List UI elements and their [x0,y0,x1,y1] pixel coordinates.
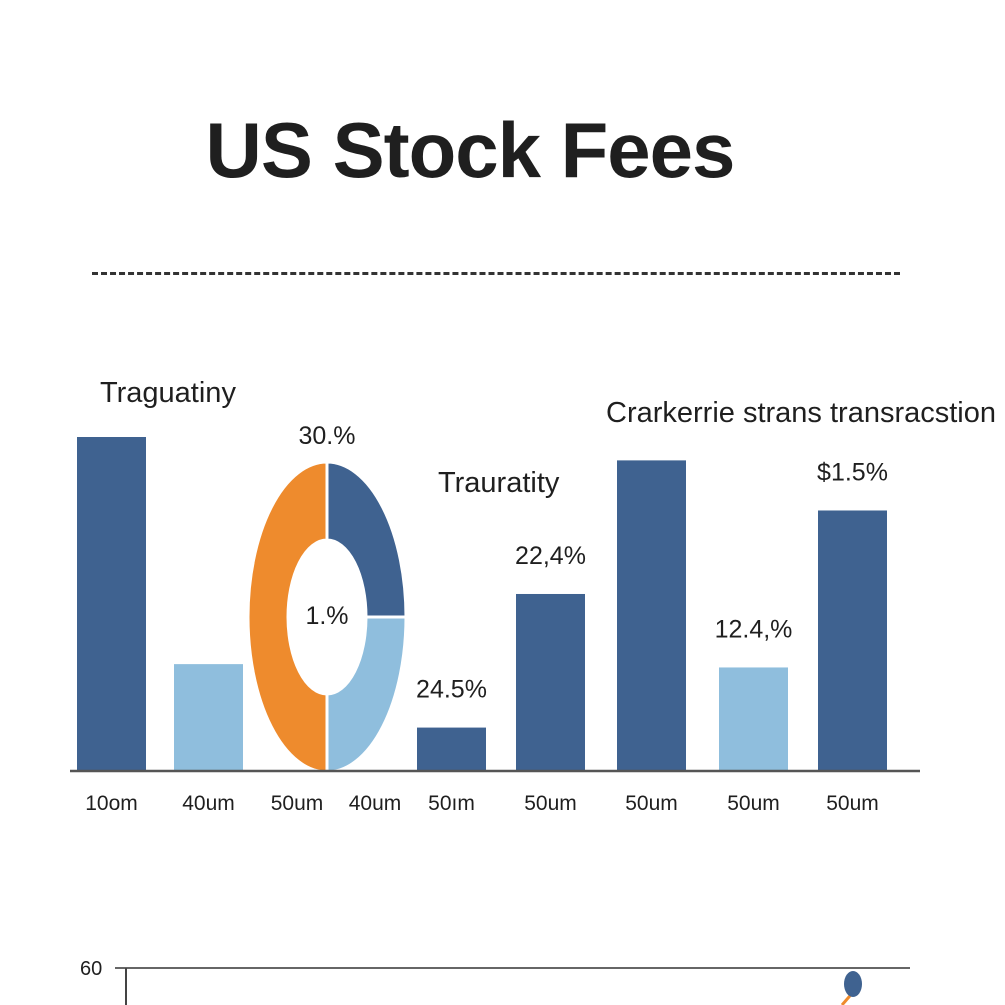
x-tick-label: 40um [349,792,402,815]
secondary-y-tick-label: 60 [80,958,102,980]
x-tick-label: 50um [727,792,780,815]
bar-value-label: $1.5% [817,458,888,486]
x-tick-label: 50um [625,792,678,815]
bar-6 [719,667,788,771]
annotation-left: Traguatiny [100,377,236,409]
bar-value-label: 22,4% [515,542,586,570]
bar-5 [617,460,686,771]
donut-slice-3 [325,615,408,774]
donut-slice-1 [246,460,329,774]
donut-center-label: 1.% [305,602,348,630]
annotation-middle: Trauratity [438,467,560,499]
x-tick-label: 50um [271,792,324,815]
x-tick-label: 50um [826,792,879,815]
bar-3 [417,727,486,771]
secondary-data-point [844,971,862,997]
donut-top-label: 30.% [299,422,356,450]
x-tick-label: 10om [85,792,138,815]
bar-2 [174,664,243,771]
chart-title: US Stock Fees [205,106,736,194]
bar-value-label: 24.5% [416,676,487,704]
x-tick-label: 50ım [428,792,475,815]
x-tick-label: 50um [524,792,577,815]
bar-7 [818,510,887,771]
bar-4 [516,593,585,771]
x-tick-label: 40um [182,792,235,815]
dashed-divider [92,272,900,275]
annotation-right: Crarkerrie strans transracstion [606,397,996,429]
donut-slice-2 [325,460,408,619]
bar-value-label: 12.4,% [715,615,793,643]
bar-1 [77,437,146,771]
